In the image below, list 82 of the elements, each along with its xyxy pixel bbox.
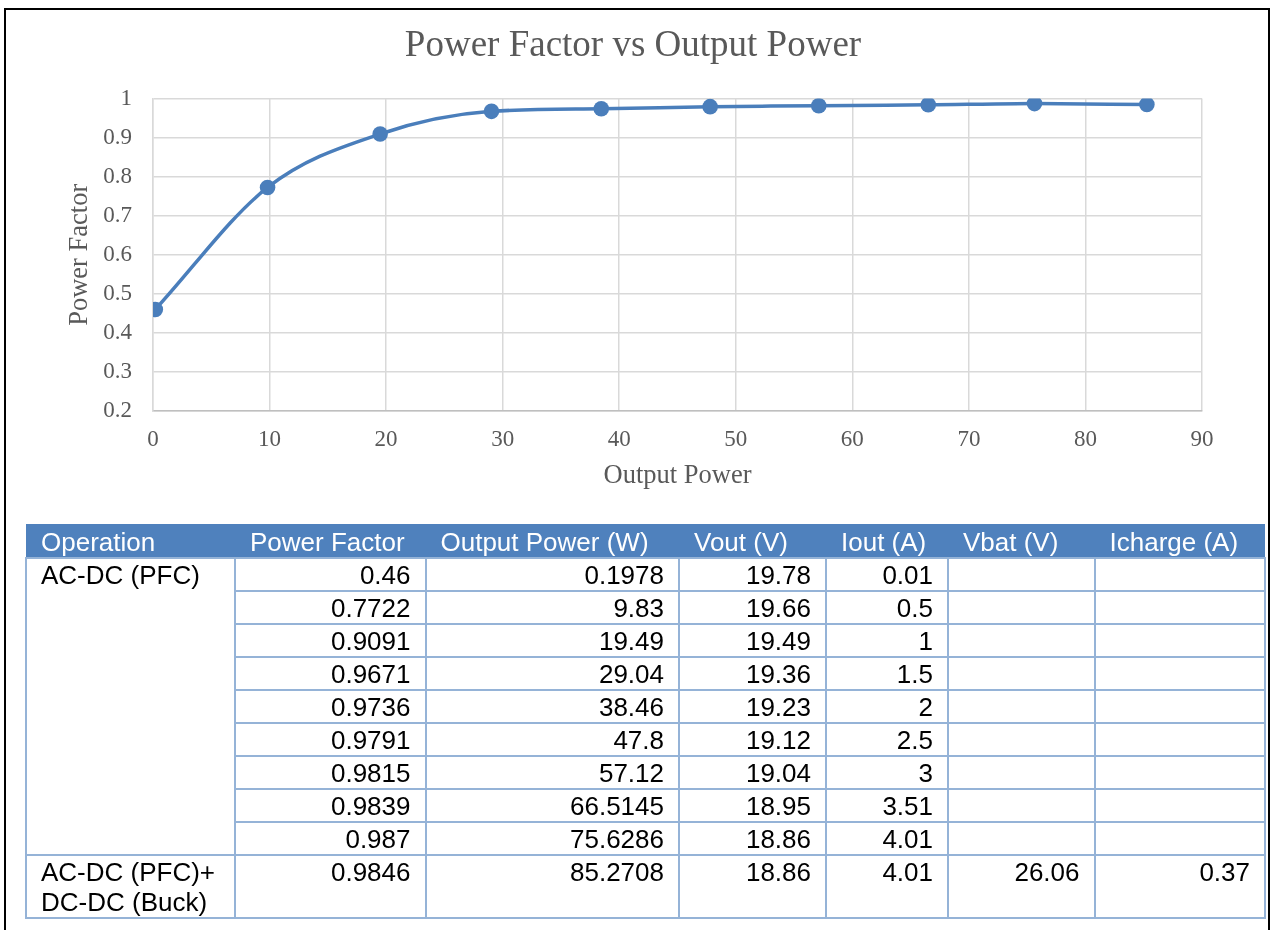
text: 29.04 [598, 659, 664, 689]
y-tick-label: 0.5 [103, 279, 132, 305]
x-tick-label: 70 [957, 425, 981, 451]
x-tick-label: 0 [147, 425, 159, 451]
text: 2 [918, 692, 933, 722]
text: 4.01 [882, 824, 933, 854]
text: 0.9815 [330, 758, 411, 788]
text: 18.86 [745, 857, 811, 887]
text: 0.9791 [330, 725, 411, 755]
chart-title: Power Factor vs Output Power [404, 22, 862, 64]
x-tick-label: 90 [1190, 425, 1214, 451]
text: AC-DC (PFC)+ DC-DC (Buck) [41, 857, 216, 917]
text: 19.78 [745, 560, 811, 590]
point [593, 101, 610, 117]
point [483, 103, 500, 120]
y-tick-label: 0.4 [103, 318, 133, 344]
text: 3.51 [882, 791, 933, 821]
text: 57.12 [598, 758, 664, 788]
text: 1.5 [896, 659, 933, 689]
text: 0.37 [1199, 857, 1250, 887]
text: 85.2708 [570, 857, 664, 887]
point [1139, 98, 1155, 113]
point [702, 98, 718, 115]
text: 18.86 [745, 824, 811, 854]
point [920, 98, 937, 113]
text: 4.01 [882, 857, 933, 887]
x-tick-label: 10 [258, 425, 282, 451]
text: 26.06 [1014, 857, 1080, 887]
text: 19.49 [598, 626, 664, 656]
point [259, 179, 276, 196]
text: 66.5145 [570, 791, 664, 821]
text: 0.9091 [330, 626, 411, 656]
category-label: Output Power (W) [425, 524, 679, 558]
y-tick-label: 0.2 [103, 397, 132, 423]
x-tick-label: 80 [1073, 425, 1097, 451]
category-label: Icharge (A) [1094, 524, 1265, 558]
text: 19.23 [745, 692, 811, 722]
y-tick-label: 0.8 [103, 162, 132, 188]
text: 9.83 [613, 593, 664, 623]
x-tick-label: 30 [491, 425, 515, 451]
text: 0.1978 [584, 560, 664, 590]
y-tick-label: 0.3 [103, 357, 132, 383]
x-tick-label: 50 [724, 425, 748, 451]
text: 0.9846 [330, 857, 411, 887]
text: 0.01 [882, 560, 933, 590]
x-tick-label: 40 [607, 425, 631, 451]
point [810, 98, 827, 114]
point [372, 126, 388, 142]
text: 0.9671 [330, 659, 411, 689]
y-tick-label: 0.9 [103, 123, 132, 149]
text: 0.9736 [330, 692, 411, 722]
text: 19.36 [745, 659, 811, 689]
text: 0.7722 [330, 593, 411, 623]
text: 0.5 [896, 593, 933, 623]
category-label: Iout (A) [826, 524, 948, 558]
text: AC-DC (PFC) [41, 560, 200, 590]
y-tick-label: 1 [120, 84, 132, 110]
text: 3 [918, 758, 933, 788]
text: 75.6286 [570, 824, 664, 854]
y-tick-label: 0.7 [103, 201, 132, 227]
text: 2.5 [896, 725, 933, 755]
category-label: Vbat (V) [948, 524, 1095, 558]
x-tick-label: 60 [840, 425, 864, 451]
category-label: Operation [26, 524, 235, 558]
y-tick-label: 0.6 [103, 240, 132, 266]
text: 19.49 [745, 626, 811, 656]
category-label: Vout (V) [679, 524, 826, 558]
text: 1 [918, 626, 933, 656]
y-axis-title: Power Factor [62, 183, 93, 326]
text: 18.95 [745, 791, 811, 821]
text: 47.8 [613, 725, 664, 755]
text: 0.46 [359, 560, 411, 590]
x-tick-label: 20 [374, 425, 398, 451]
category-label: Power Factor [235, 524, 426, 558]
text: 19.12 [745, 725, 811, 755]
text: 19.66 [745, 593, 811, 623]
text: 38.46 [598, 692, 664, 722]
point [1026, 98, 1043, 112]
text: 0.9839 [330, 791, 411, 821]
x-axis-title: Output Power [603, 458, 752, 489]
text: 19.04 [745, 758, 811, 788]
text: 0.987 [345, 824, 411, 854]
